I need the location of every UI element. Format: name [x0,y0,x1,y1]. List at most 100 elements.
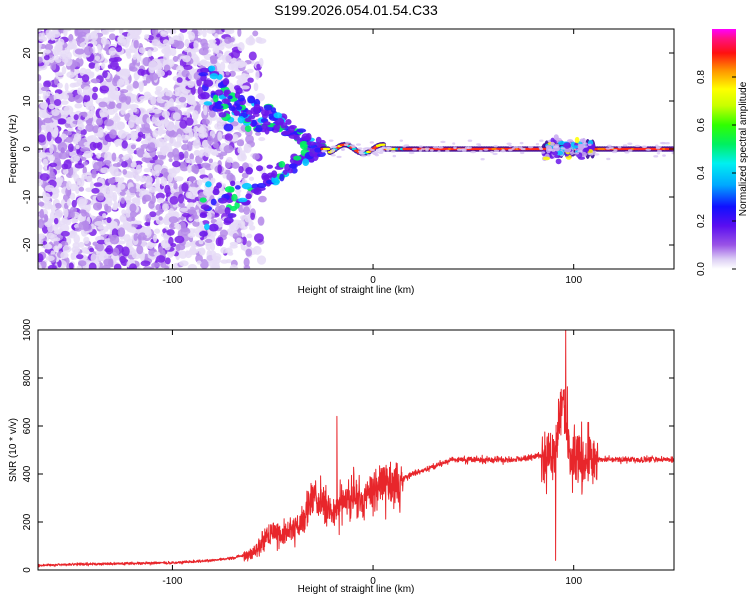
noise-cell [133,174,141,180]
noise-cell [89,181,95,190]
noise-cell [101,264,111,269]
dispersion-cell [253,103,261,110]
disturbance-cell [584,147,590,152]
noise-cell [121,209,126,215]
noise-cell [128,263,137,269]
noise-cell [38,253,44,263]
noise-cell [185,158,190,164]
noise-cell [121,103,128,111]
noise-cell [173,182,178,190]
noise-cell [155,192,165,200]
noise-cell [231,133,239,142]
dispersion-cell [234,185,241,190]
noise-cell [71,199,77,208]
noise-cell [97,131,104,138]
noise-cell [47,154,56,162]
noise-cell [194,149,201,155]
noise-cell [46,90,51,97]
band-speckle [345,141,351,144]
noise-cell [52,128,59,138]
noise-cell [137,131,144,138]
dispersion-cell [203,79,214,87]
noise-cell [166,229,175,236]
band-speckle [592,150,597,153]
colorbar-tick-label: 0.0 [696,262,707,276]
noise-cell [196,260,202,265]
dispersion-cell [293,155,302,161]
colorbar-tick-label: 0.6 [696,118,707,132]
noise-cell [83,150,94,159]
noise-cell [90,253,97,263]
noise-cell [63,105,74,115]
disturbance-cell [579,138,585,143]
band-speckle [528,145,534,149]
noise-cell [44,221,52,228]
noise-cell [118,153,124,163]
noise-cell [103,119,114,127]
dispersion-cell [271,176,279,184]
noise-cell [258,195,267,203]
noise-cell [148,60,158,71]
noise-cell [198,247,206,256]
noise-cell [67,143,74,153]
band-speckle [611,150,618,154]
noise-cell [57,82,63,89]
dispersion-cell [237,116,245,124]
noise-cell [102,70,108,79]
noise-cell [200,162,211,168]
noise-cell [143,91,151,98]
disturbance-cell [556,150,564,156]
noise-cell [100,167,110,174]
band-speckle [366,154,371,157]
noise-cell [229,264,238,269]
noise-cell [257,216,265,226]
noise-cell [162,203,169,212]
band-speckle [519,141,524,145]
spectrogram-plot [38,29,674,269]
disturbance-cell [577,143,585,150]
dispersion-cell [278,161,286,168]
noise-cell [153,234,158,243]
band-speckle [560,147,566,150]
noise-cell [256,255,267,265]
band-speckle [583,142,588,145]
noise-cell [108,57,119,63]
noise-cell [94,221,104,227]
noise-cell [140,260,151,267]
noise-cell [131,107,138,113]
dispersion-cell [217,197,228,204]
band-speckle [425,148,429,152]
noise-cell [118,34,125,44]
noise-cell [187,97,196,106]
dispersion-cell [227,213,237,218]
noise-cell [54,71,65,76]
noise-cell [125,95,132,105]
noise-cell [90,78,101,84]
band-speckle [402,145,407,148]
noise-cell [141,127,152,134]
noise-cell [49,165,54,174]
noise-cell [179,207,188,212]
noise-cell [73,174,80,182]
noise-cell [214,205,223,215]
band-speckle [360,154,367,158]
band-speckle [671,151,674,155]
band-speckle [480,157,485,161]
noise-cell [225,71,230,76]
band-speckle [627,142,633,145]
noise-cell [241,236,247,246]
noise-cell [91,92,98,101]
dispersion-cell [285,119,292,125]
dispersion-cell [291,167,298,174]
noise-cell [229,241,239,246]
noise-cell [252,153,260,160]
noise-cell [161,110,170,118]
noise-cell [208,109,216,118]
noise-cell [156,255,166,263]
noise-cell [148,142,156,150]
noise-cell [113,201,119,208]
noise-cell [38,164,43,171]
noise-cell [51,30,61,38]
dispersion-cell [199,197,207,203]
snr-xtick-label: -100 [162,576,182,587]
